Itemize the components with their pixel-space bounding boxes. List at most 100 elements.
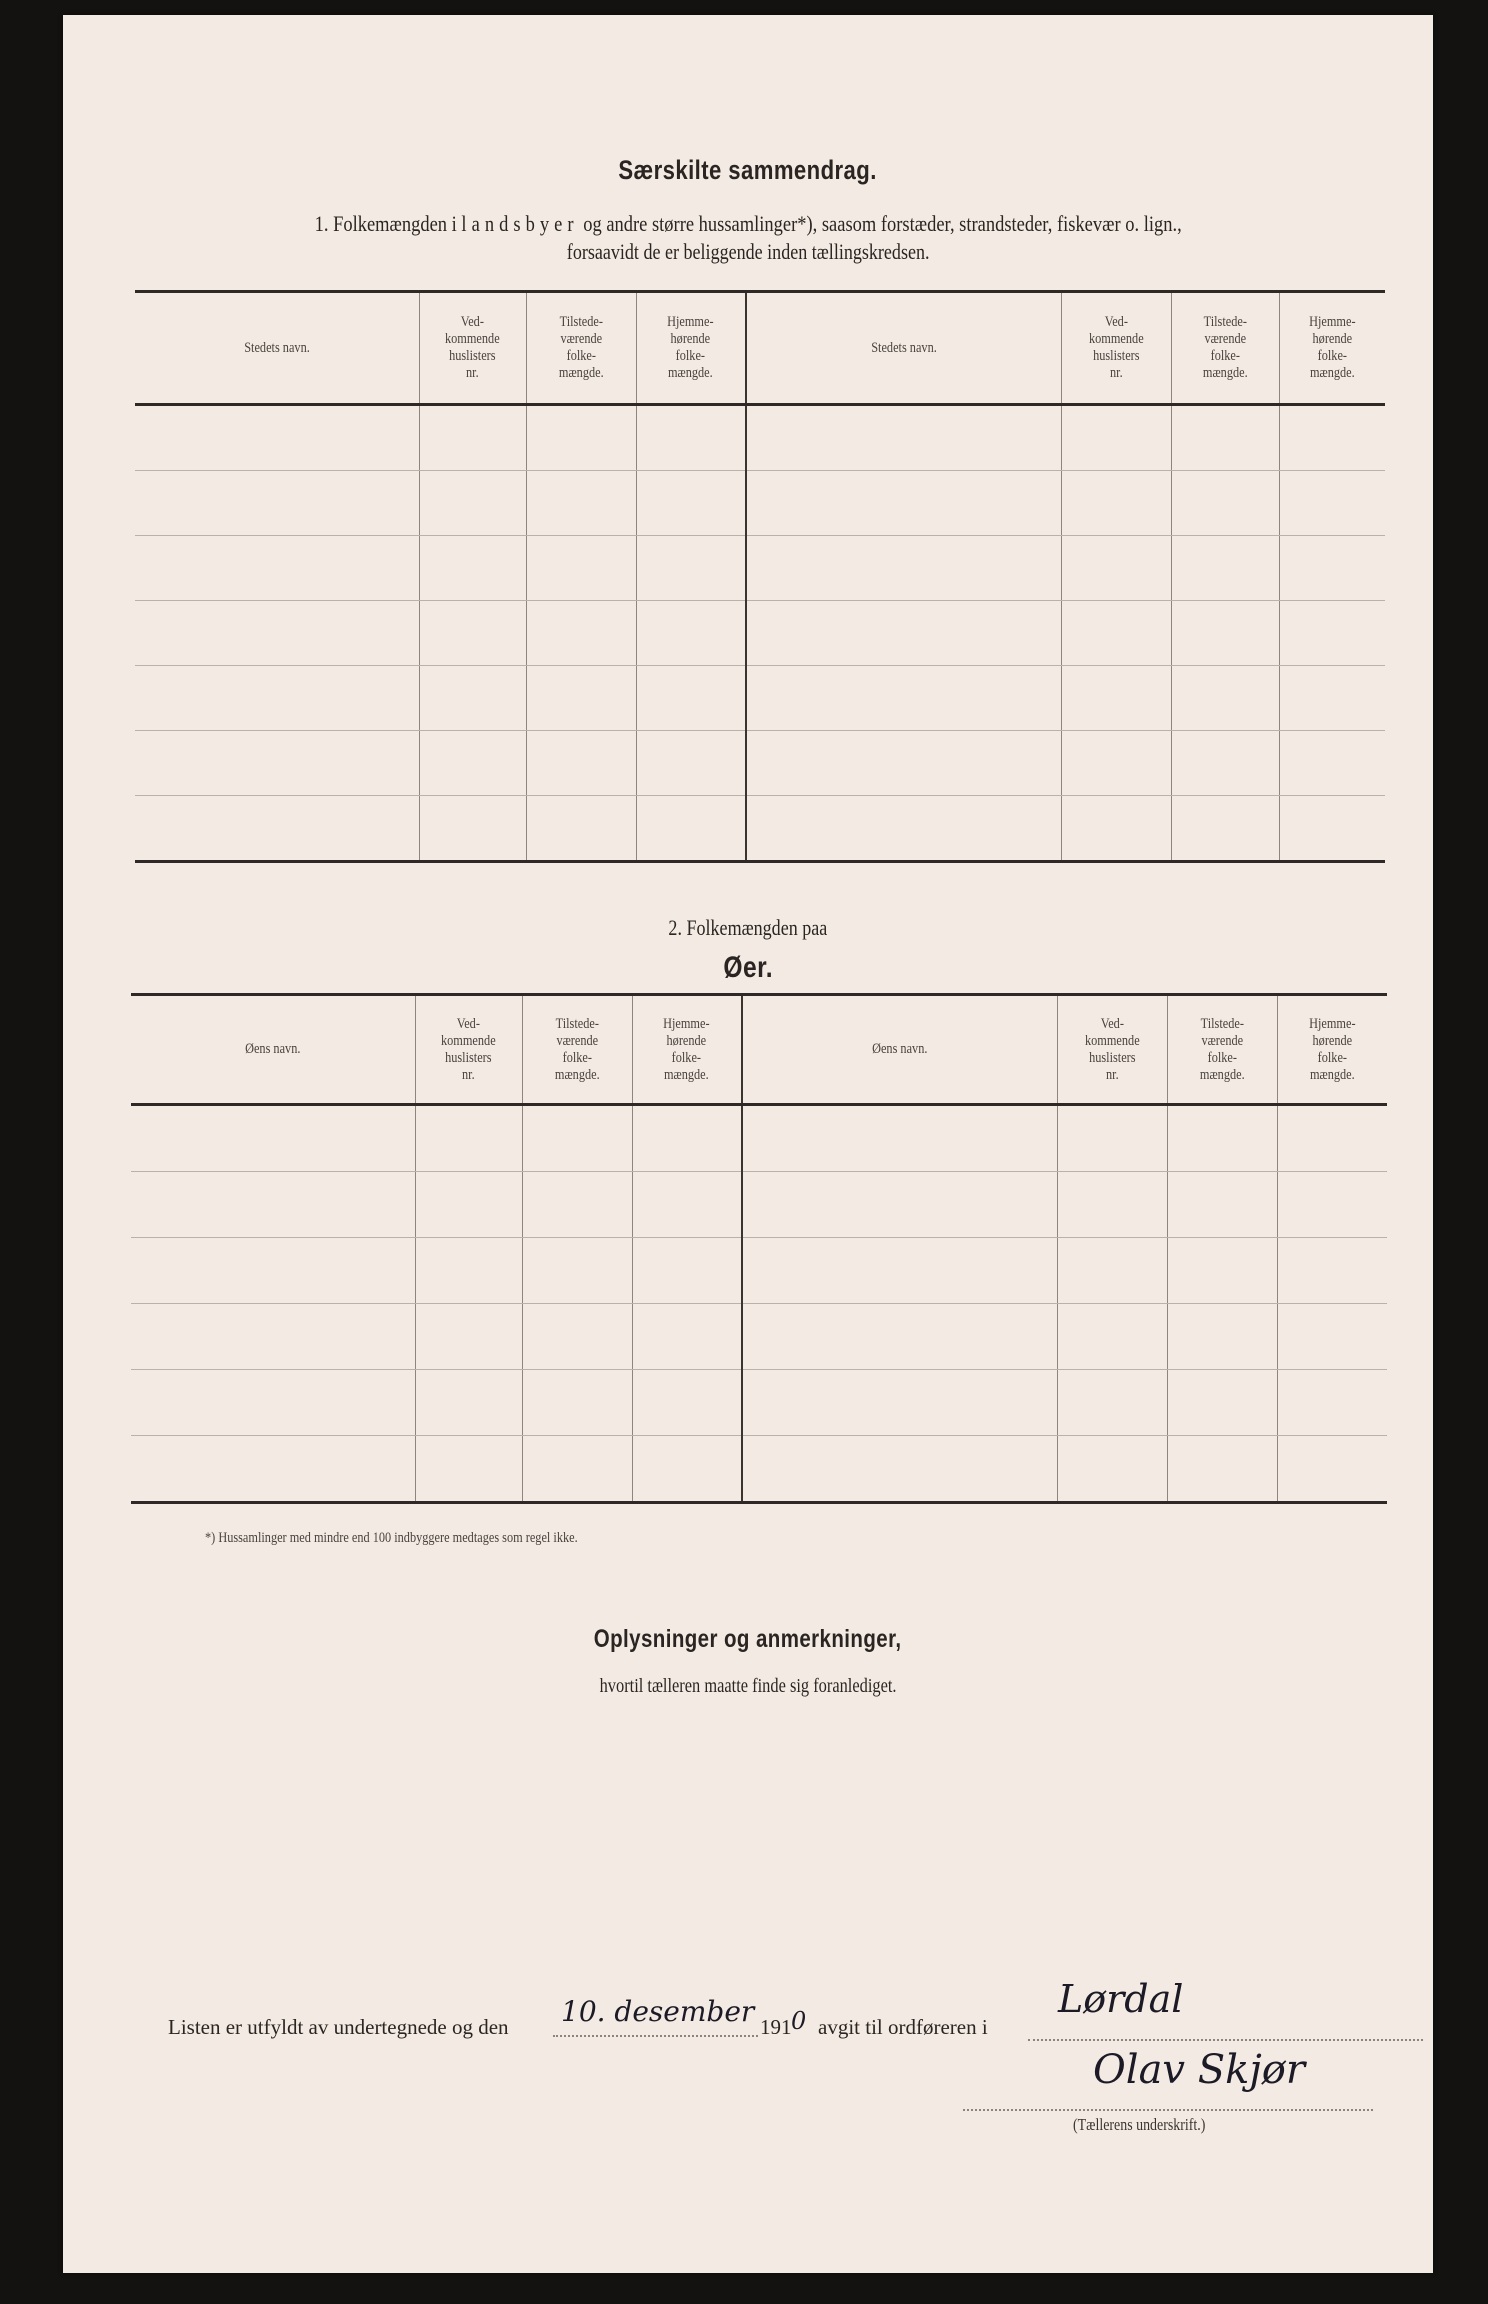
empty-cell <box>1056 1237 1167 1304</box>
empty-cell <box>1170 665 1279 731</box>
empty-cell <box>1056 1171 1167 1238</box>
empty-cell <box>525 795 636 863</box>
empty-cell <box>635 665 746 731</box>
empty-cell <box>418 730 526 796</box>
header-row: Stedets navn. Ved- kommende huslisters nr… <box>135 290 1385 406</box>
empty-cell <box>131 1171 415 1238</box>
column-header-text: Hjemme- hørende folke- mængde. <box>1309 314 1356 381</box>
empty-cell <box>631 1435 742 1504</box>
empty-cell <box>741 1435 1057 1504</box>
column-header: Stedets navn. <box>135 290 419 406</box>
empty-cell <box>418 795 526 863</box>
column-header: Ved- kommende huslisters nr. <box>414 993 522 1106</box>
empty-cell <box>521 1303 632 1370</box>
table-row <box>131 1303 1387 1370</box>
remarks-title: Oplysninger og anmerkninger, <box>63 1625 1433 1654</box>
empty-cell <box>635 404 746 471</box>
column-header-text: Tilstede- værende folke- mængde. <box>558 314 604 381</box>
section2-title: Øer. <box>63 951 1433 985</box>
villages-table: Stedets navn. Ved- kommende huslisters nr… <box>135 290 1385 863</box>
empty-cell <box>1276 1369 1387 1436</box>
enumerator-signature: Olav Skjør <box>1093 2047 1305 2093</box>
column-header-text: Stedets navn. <box>243 339 310 356</box>
empty-cell <box>525 404 636 471</box>
year-printed: 191 <box>760 2015 792 2039</box>
empty-cell <box>1056 1303 1167 1370</box>
empty-cell <box>1060 470 1171 536</box>
islands-table: Øens navn. Ved- kommende huslisters nr. Ti… <box>131 993 1387 1504</box>
empty-cell <box>745 665 1061 731</box>
signature-field: Olav Skjør <box>963 2045 1373 2111</box>
empty-cell <box>745 600 1061 666</box>
section2-title-text: Øer. <box>723 951 773 984</box>
signoff-text1: Listen er utfyldt av undertegnede og den <box>168 2015 509 2039</box>
column-header: Tilstede- værende folke- mængde. <box>525 290 636 406</box>
section1-heading-suffix: og andre større hussamlinger*), saasom f… <box>583 211 1182 236</box>
empty-cell <box>1166 1369 1277 1436</box>
column-header-text: Hjemme- hørende folke- mængde. <box>663 1015 710 1083</box>
section2-heading: 2. Folkemængden paa <box>63 915 1433 941</box>
empty-cell <box>521 1104 632 1172</box>
empty-cell <box>1170 795 1279 863</box>
column-header: Ved- kommende huslisters nr. <box>1056 993 1167 1106</box>
empty-cell <box>414 1369 522 1436</box>
empty-cell <box>631 1104 742 1172</box>
section1-heading-line2-text: forsaavidt de er beliggende inden tællin… <box>566 239 930 264</box>
column-header-text: Hjemme- hørende folke- mængde. <box>1309 1015 1356 1083</box>
empty-cell <box>131 1237 415 1304</box>
column-header: Hjemme- hørende folke- mængde. <box>1276 993 1387 1106</box>
empty-cell <box>1060 535 1171 601</box>
empty-cell <box>635 730 746 796</box>
empty-cell <box>631 1237 742 1304</box>
section1-heading: 1. Folkemængden i landsbyer og andre stø… <box>63 211 1433 237</box>
empty-cell <box>1276 1303 1387 1370</box>
empty-cell <box>135 665 419 731</box>
section2-heading-line1: 2. Folkemængden paa <box>668 915 828 940</box>
place-field: Lørdal <box>1028 1977 1423 2041</box>
column-header: Ved- kommende huslisters nr. <box>418 290 526 406</box>
empty-cell <box>1278 665 1385 731</box>
column-header-text: Tilstede- værende folke- mængde. <box>1199 1015 1245 1083</box>
empty-cell <box>745 404 1061 471</box>
table-row <box>135 470 1385 536</box>
table-row <box>131 1435 1387 1504</box>
signoff-line: Listen er utfyldt av undertegnede og den… <box>168 1977 1428 2045</box>
section1-heading-prefix: 1. Folkemængden i <box>314 211 457 236</box>
column-header: Hjemme- hørende folke- mængde. <box>635 290 746 406</box>
empty-cell <box>1170 730 1279 796</box>
empty-cell <box>1170 404 1279 471</box>
empty-cell <box>745 795 1061 863</box>
empty-cell <box>414 1435 522 1504</box>
table-row <box>135 535 1385 601</box>
empty-cell <box>414 1104 522 1172</box>
empty-cell <box>1276 1104 1387 1172</box>
census-form-page: Særskilte sammendrag. 1. Folkemængden i … <box>63 15 1433 2273</box>
empty-cell <box>1060 665 1171 731</box>
empty-cell <box>631 1369 742 1436</box>
empty-cell <box>631 1303 742 1370</box>
empty-cell <box>741 1303 1057 1370</box>
empty-cell <box>1170 600 1279 666</box>
empty-cell <box>1278 730 1385 796</box>
column-header: Hjemme- hørende folke- mængde. <box>631 993 742 1106</box>
column-header-text: Tilstede- værende folke- mængde. <box>554 1015 600 1083</box>
empty-cell <box>1056 1104 1167 1172</box>
empty-cell <box>1056 1435 1167 1504</box>
empty-cell <box>1170 535 1279 601</box>
column-header-text: Ved- kommende huslisters nr. <box>1084 1015 1140 1083</box>
empty-cell <box>1166 1171 1277 1238</box>
column-header: Ved- kommende huslisters nr. <box>1060 290 1171 406</box>
empty-cell <box>418 470 526 536</box>
empty-cell <box>135 535 419 601</box>
empty-cell <box>131 1303 415 1370</box>
empty-cell <box>631 1171 742 1238</box>
empty-cell <box>521 1237 632 1304</box>
empty-cell <box>1278 795 1385 863</box>
table-row <box>135 730 1385 796</box>
empty-cell <box>1278 404 1385 471</box>
empty-cell <box>745 730 1061 796</box>
empty-cell <box>635 535 746 601</box>
column-header-text: Ved- kommende huslisters nr. <box>1088 314 1144 381</box>
remarks-subtitle-text: hvortil tælleren maatte finde sig foranl… <box>599 1675 897 1697</box>
footnote: *) Hussamlinger med mindre end 100 indby… <box>205 1530 659 1547</box>
